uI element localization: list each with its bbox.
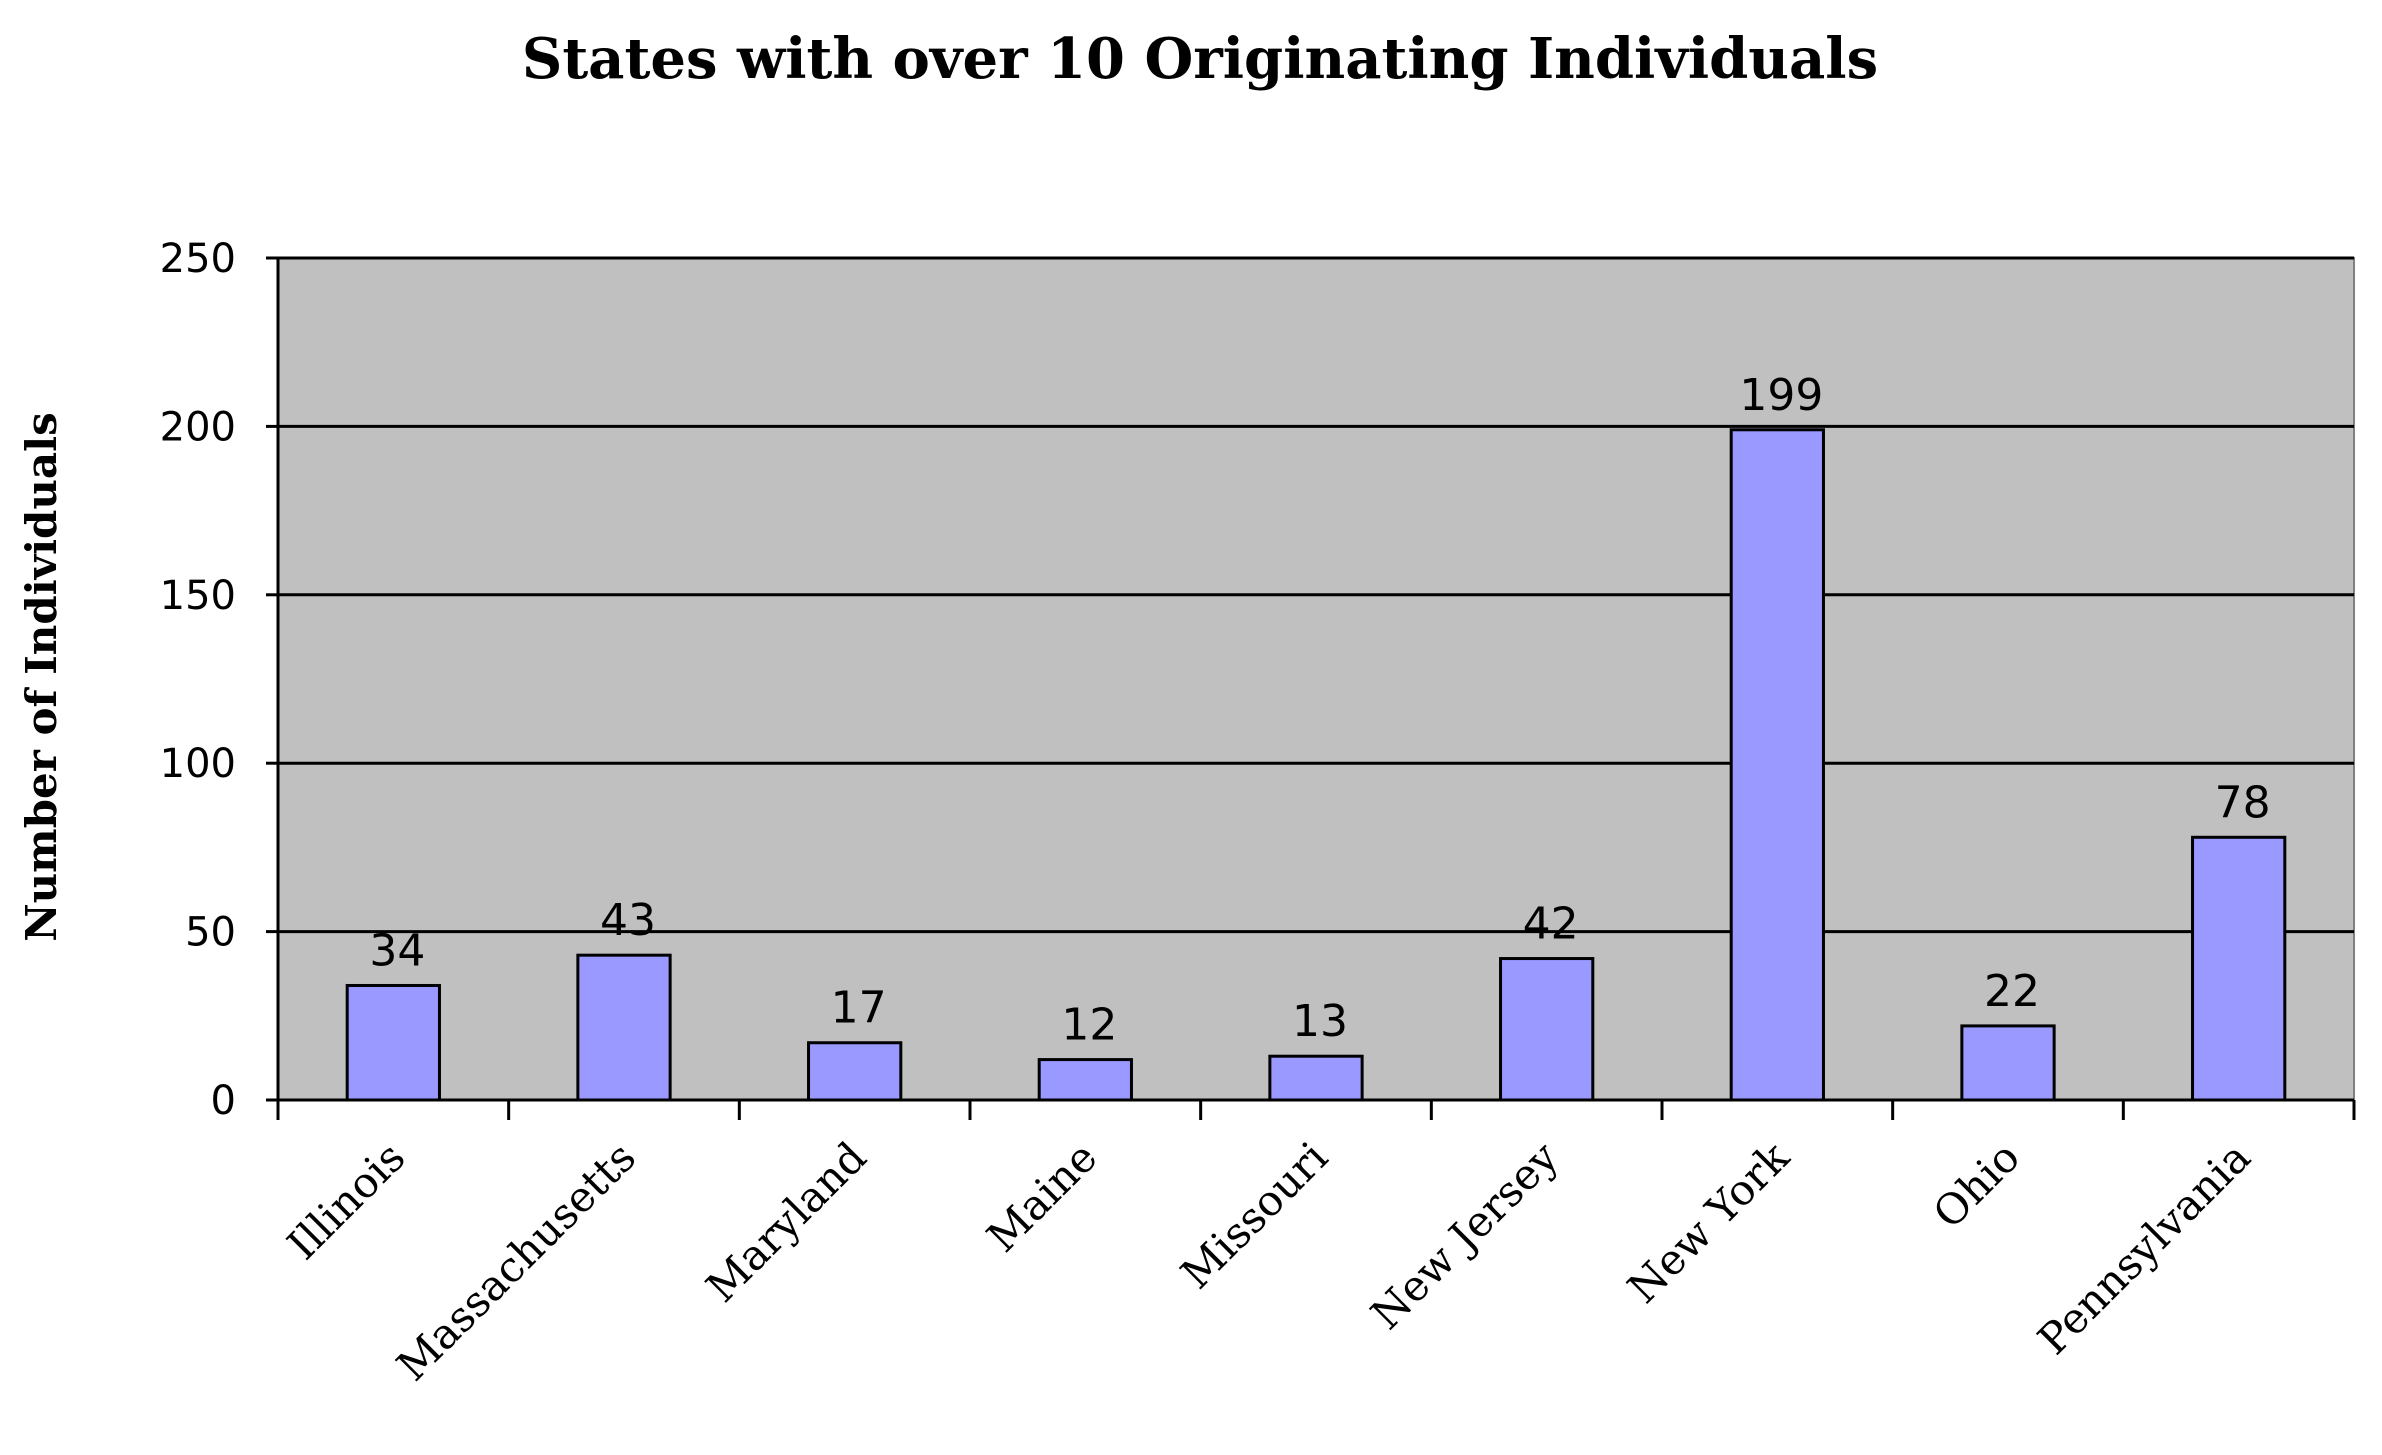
y-tick-label: 50 — [185, 910, 236, 956]
data-label: 42 — [1523, 899, 1579, 950]
y-tick-label: 150 — [160, 573, 236, 619]
data-label: 43 — [600, 895, 656, 946]
category-label: Maine — [977, 1132, 1106, 1261]
data-label: 78 — [2215, 777, 2271, 828]
y-tick-label: 100 — [160, 741, 236, 787]
y-tick-labels: 0 50 100 150 200 250 — [160, 236, 236, 1124]
chart-title: States with over 10 Originating Individu… — [522, 26, 1878, 92]
category-label: Pennsylvania — [2028, 1132, 2259, 1363]
gridlines — [278, 256, 2354, 934]
bar-maine — [1037, 1058, 1133, 1102]
data-label: 13 — [1292, 996, 1348, 1047]
bar-ohio — [1960, 1024, 2056, 1102]
data-label: 22 — [1984, 966, 2040, 1017]
bar-massachusetts — [576, 953, 672, 1102]
bars — [345, 428, 2287, 1102]
y-tick-label: 250 — [160, 236, 236, 282]
category-label: Maryland — [697, 1132, 876, 1311]
bar-new-jersey — [1499, 957, 1595, 1102]
bar-maryland — [807, 1041, 903, 1102]
category-label: Missouri — [1171, 1132, 1337, 1298]
data-label: 17 — [831, 983, 887, 1034]
y-tick-label: 200 — [160, 404, 236, 450]
data-label: 34 — [369, 925, 425, 976]
bar-new-york — [1729, 428, 1825, 1102]
data-labels: 34 43 17 12 13 42 199 22 78 — [369, 370, 2270, 1051]
data-label: 12 — [1061, 1000, 1117, 1051]
bar-missouri — [1268, 1054, 1364, 1102]
category-label: New Jersey — [1361, 1132, 1568, 1339]
category-label: Massachusetts — [387, 1132, 645, 1390]
y-axis-title: Number of Individuals — [17, 412, 66, 942]
category-label: Ohio — [1924, 1132, 2030, 1238]
bar-pennsylvania — [2191, 835, 2287, 1102]
y-tick-label: 0 — [211, 1078, 236, 1124]
category-label: New York — [1618, 1132, 1799, 1313]
bar-illinois — [345, 983, 441, 1102]
axes — [266, 256, 2356, 1120]
category-label: Illinois — [278, 1132, 415, 1269]
data-label: 199 — [1739, 370, 1823, 421]
